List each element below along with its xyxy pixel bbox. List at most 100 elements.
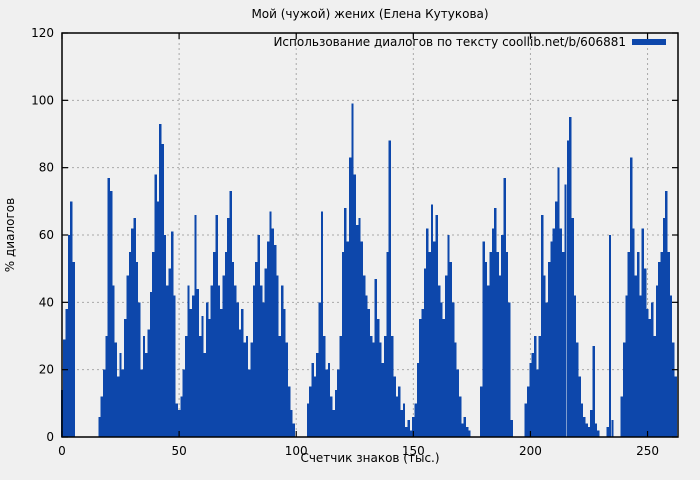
bar bbox=[400, 410, 403, 437]
bar bbox=[334, 389, 338, 437]
bar bbox=[283, 309, 286, 437]
bar bbox=[402, 403, 406, 437]
bar bbox=[72, 261, 75, 437]
bar bbox=[365, 295, 368, 437]
bar bbox=[213, 251, 216, 437]
bar bbox=[430, 204, 434, 437]
bar bbox=[468, 430, 471, 437]
bar bbox=[271, 228, 274, 437]
bar bbox=[489, 251, 492, 437]
x-axis-tick-labels: 0 50 100 150 200 250 bbox=[58, 444, 659, 458]
bar bbox=[217, 285, 221, 437]
bar bbox=[428, 251, 431, 437]
bar bbox=[639, 295, 642, 437]
bar bbox=[306, 403, 310, 437]
bar bbox=[238, 329, 242, 437]
bar bbox=[461, 423, 464, 437]
bar bbox=[288, 386, 291, 437]
bar bbox=[496, 251, 499, 437]
bar bbox=[262, 302, 265, 437]
bar bbox=[110, 191, 113, 437]
bar bbox=[222, 275, 225, 437]
bar bbox=[669, 295, 673, 437]
bar bbox=[344, 208, 347, 437]
bar bbox=[311, 362, 314, 437]
bar bbox=[548, 261, 551, 437]
bar bbox=[463, 416, 467, 437]
x-tick-label: 250 bbox=[636, 444, 659, 458]
bar bbox=[128, 251, 132, 437]
bar bbox=[480, 386, 483, 437]
bar bbox=[201, 315, 204, 437]
legend: Использование диалогов по тексту coollib… bbox=[273, 35, 666, 49]
bar bbox=[182, 369, 185, 437]
bar bbox=[466, 426, 469, 437]
bar bbox=[545, 302, 549, 437]
bar bbox=[257, 235, 260, 437]
bar bbox=[559, 228, 563, 437]
bar bbox=[112, 285, 115, 437]
bar bbox=[407, 420, 410, 437]
bar bbox=[655, 285, 659, 437]
bar bbox=[569, 117, 572, 438]
bar bbox=[161, 144, 164, 437]
bar bbox=[644, 268, 647, 437]
bar bbox=[487, 285, 490, 437]
bar bbox=[592, 346, 595, 437]
bar bbox=[620, 396, 623, 437]
y-tick-label: 100 bbox=[31, 93, 54, 107]
bar bbox=[440, 302, 443, 437]
bar bbox=[367, 309, 370, 437]
bar bbox=[437, 285, 441, 437]
bar bbox=[447, 235, 450, 437]
bar bbox=[564, 184, 567, 437]
bar bbox=[175, 403, 178, 437]
bar bbox=[119, 352, 122, 437]
bar bbox=[140, 369, 143, 437]
bar bbox=[398, 386, 401, 437]
bar bbox=[501, 235, 504, 437]
bar bbox=[386, 251, 389, 437]
bar bbox=[255, 261, 258, 437]
bar bbox=[494, 208, 497, 437]
bar bbox=[555, 201, 558, 437]
bar bbox=[184, 336, 188, 437]
tick-marks bbox=[61, 32, 678, 438]
bar bbox=[660, 251, 663, 437]
bar bbox=[622, 342, 626, 437]
bar bbox=[316, 352, 319, 437]
bar bbox=[444, 275, 448, 437]
bar bbox=[124, 319, 127, 437]
bar bbox=[641, 228, 645, 437]
bar bbox=[309, 386, 312, 437]
bar bbox=[220, 309, 223, 437]
bar bbox=[70, 201, 73, 437]
x-tick-label: 50 bbox=[171, 444, 186, 458]
bar bbox=[423, 268, 427, 437]
y-tick-label: 120 bbox=[31, 26, 54, 40]
bar bbox=[208, 319, 211, 437]
bar bbox=[611, 420, 614, 437]
bar bbox=[571, 218, 574, 437]
bar bbox=[224, 251, 228, 437]
bar bbox=[290, 410, 293, 437]
bar bbox=[414, 403, 417, 437]
bar bbox=[199, 336, 202, 437]
y-tick-label: 0 bbox=[46, 430, 54, 444]
bar bbox=[133, 218, 136, 437]
bar bbox=[135, 261, 139, 437]
bar bbox=[412, 416, 415, 437]
bar bbox=[543, 275, 546, 437]
bar bbox=[215, 214, 218, 437]
bar bbox=[508, 302, 511, 437]
bar bbox=[552, 228, 556, 437]
bar bbox=[585, 423, 588, 437]
bar bbox=[578, 376, 581, 437]
bar bbox=[435, 214, 438, 437]
bar bbox=[269, 211, 272, 437]
y-tick-label: 40 bbox=[39, 295, 54, 309]
bar bbox=[674, 376, 677, 437]
legend-label: Использование диалогов по тексту coollib… bbox=[273, 35, 626, 49]
bar bbox=[529, 362, 532, 437]
bar bbox=[341, 251, 345, 437]
